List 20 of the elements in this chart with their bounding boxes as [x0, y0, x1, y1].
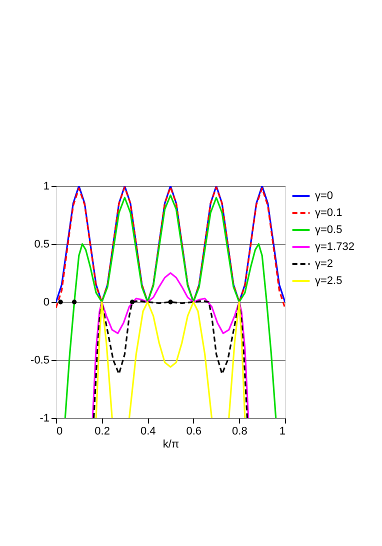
y-tick-label: 0 [43, 296, 50, 308]
y-tick-label: -1 [40, 412, 50, 424]
y-tick-label: 1 [43, 180, 50, 192]
x-tick-label: 0.8 [232, 426, 248, 438]
line-series [92, 272, 250, 418]
legend-label: γ=0 [315, 190, 334, 202]
x-tick-label: 0.4 [140, 426, 156, 438]
x-tick-label: 0 [56, 426, 63, 438]
line-series [64, 194, 277, 418]
legend-label: γ=1.732 [315, 241, 354, 253]
x-tick-label: 1 [279, 426, 286, 438]
x-tick-label: 0.2 [94, 426, 110, 438]
x-axis-title: k/π [162, 438, 180, 450]
y-tick-label: -0.5 [30, 354, 50, 366]
y-tick-label: 0.5 [34, 238, 50, 250]
x-tick-label: 0.6 [186, 426, 202, 438]
legend-label: γ=0.1 [315, 207, 342, 219]
legend-label: γ=2.5 [315, 275, 342, 287]
legend-label: γ=2 [315, 258, 334, 270]
legend-label: γ=0.5 [315, 224, 342, 236]
